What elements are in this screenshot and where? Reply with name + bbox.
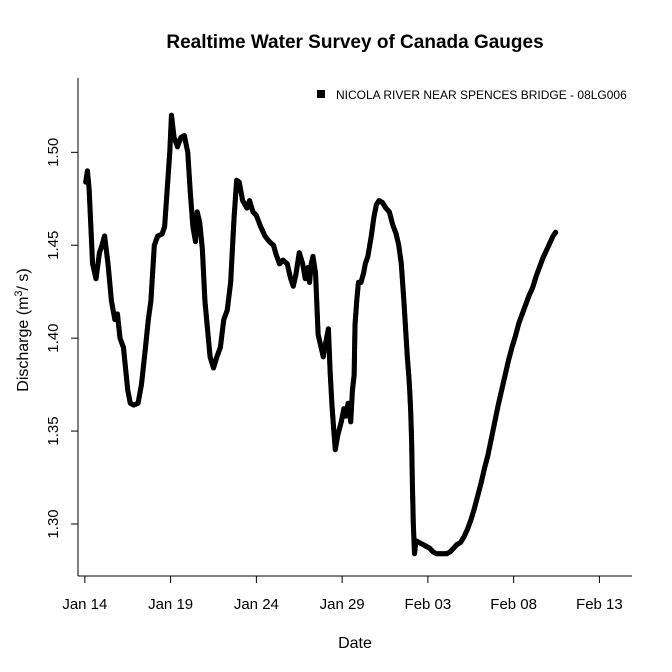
y-tick-label: 1.50 — [45, 138, 62, 167]
legend: NICOLA RIVER NEAR SPENCES BRIDGE - 08LG0… — [317, 88, 627, 102]
x-tick-label: Feb 08 — [490, 596, 537, 613]
legend-marker — [317, 90, 325, 98]
x-tick-label: Jan 24 — [234, 596, 279, 613]
y-tick-label: 1.35 — [45, 416, 62, 445]
data-points — [83, 112, 559, 557]
legend-entry-0: NICOLA RIVER NEAR SPENCES BRIDGE - 08LG0… — [336, 88, 627, 102]
y-tick-label: 1.45 — [45, 231, 62, 260]
y-axis-label-prefix: Discharge (m — [15, 297, 32, 392]
data-point — [553, 229, 559, 235]
x-tick-label: Feb 03 — [405, 596, 452, 613]
x-tick-label: Jan 19 — [148, 596, 193, 613]
axes: Jan 14 Jan 19 Jan 24 Jan 29 Feb 03 Feb 08 Feb … — [45, 78, 632, 613]
y-axis-label-suffix: / s) — [15, 268, 32, 290]
x-axis-label: Date — [338, 635, 372, 652]
x-tick-label: Jan 14 — [62, 596, 107, 613]
y-axis-label-superscript: 3 — [13, 290, 25, 296]
y-tick-label: 1.40 — [45, 324, 62, 353]
x-tick-label: Jan 29 — [320, 596, 365, 613]
x-tick-label: Feb 13 — [576, 596, 623, 613]
y-tick-label: 1.30 — [45, 509, 62, 538]
chart-title: Realtime Water Survey of Canada Gauges — [166, 32, 543, 53]
y-axis-label: Discharge (m3/ s) — [13, 268, 32, 391]
